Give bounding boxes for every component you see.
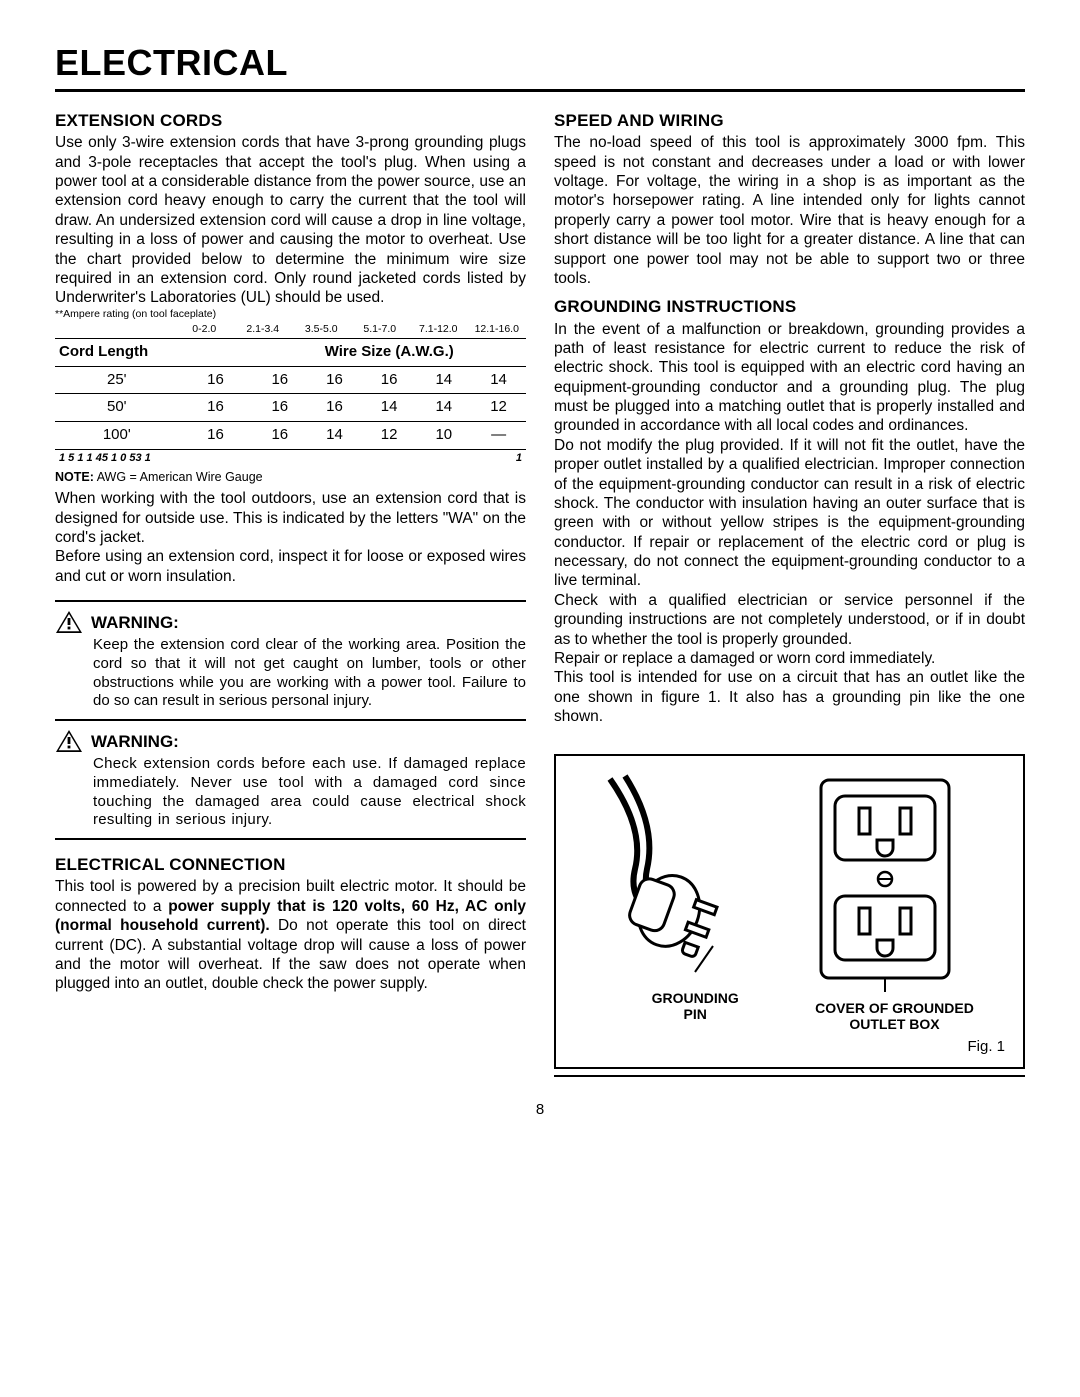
- wire-cell: 16: [179, 366, 253, 394]
- wire-cell: 16: [362, 366, 417, 394]
- amp-col: 12.1-16.0: [468, 323, 527, 336]
- wire-cell: 16: [179, 422, 253, 450]
- cord-length-cell: 25': [55, 366, 179, 394]
- grounding-p2: Do not modify the plug provided. If it w…: [554, 436, 1025, 591]
- cord-length-cell: 50': [55, 394, 179, 422]
- grounding-heading: GROUNDING INSTRUCTIONS: [554, 296, 1025, 317]
- wire-cell: —: [471, 422, 526, 450]
- wire-cell: 12: [471, 394, 526, 422]
- th-wire-size: Wire Size (A.W.G.): [252, 338, 526, 366]
- wire-size-table: Cord Length Wire Size (A.W.G.) 25'161616…: [55, 338, 526, 450]
- amp-col: 7.1-12.0: [409, 323, 468, 336]
- left-column: EXTENSION CORDS Use only 3-wire extensio…: [55, 110, 526, 1077]
- grounding-p3: Check with a qualified electrician or se…: [554, 591, 1025, 649]
- figure-caption: Fig. 1: [568, 1038, 1011, 1057]
- warning-icon: [55, 729, 83, 753]
- electrical-connection-heading: ELECTRICAL CONNECTION: [55, 854, 526, 875]
- warning-2: WARNING: Check extension cords before ea…: [55, 721, 526, 840]
- wire-cell: 14: [307, 422, 362, 450]
- amp-col: 2.1-3.4: [234, 323, 293, 336]
- wire-cell: 16: [252, 366, 307, 394]
- grounding-p5: This tool is intended for use on a circu…: [554, 668, 1025, 726]
- wire-cell: 10: [416, 422, 471, 450]
- wire-cell: 16: [252, 422, 307, 450]
- grounding-p4: Repair or replace a damaged or worn cord…: [554, 649, 1025, 668]
- extension-cords-para2: When working with the tool outdoors, use…: [55, 489, 526, 547]
- electrical-connection-para: This tool is powered by a precision buil…: [55, 877, 526, 993]
- wire-cell: 16: [307, 394, 362, 422]
- page-title: ELECTRICAL: [55, 40, 1025, 92]
- warning-body: Check extension cords before each use. I…: [55, 755, 526, 830]
- table-row: 25'161616161414: [55, 366, 526, 394]
- figure-rule: [554, 1075, 1025, 1077]
- table-footer-codes: 1 5 1 1 45 1 0 53 1 1: [55, 450, 526, 468]
- amp-col: 0-2.0: [175, 323, 234, 336]
- outlet-figure: COVER OF GROUNDEDOUTLET BOX: [815, 774, 974, 1032]
- amp-col: 5.1-7.0: [351, 323, 410, 336]
- two-column-layout: EXTENSION CORDS Use only 3-wire extensio…: [55, 110, 1025, 1077]
- wire-cell: 12: [362, 422, 417, 450]
- extension-cords-heading: EXTENSION CORDS: [55, 110, 526, 131]
- awg-note: NOTE: AWG = American Wire Gauge: [55, 470, 526, 486]
- table-row: 100'1616141210—: [55, 422, 526, 450]
- outlet-icon: [815, 774, 955, 994]
- th-cord-length: Cord Length: [55, 338, 252, 366]
- table-row: 50'161616141412: [55, 394, 526, 422]
- grounding-pin-label: GROUNDINGPIN: [605, 990, 785, 1022]
- figure-1-box: GROUNDINGPIN: [554, 754, 1025, 1068]
- warning-body: Keep the extension cord clear of the wor…: [55, 636, 526, 711]
- wire-cell: 14: [416, 366, 471, 394]
- warning-icon: [55, 610, 83, 634]
- cord-length-cell: 100': [55, 422, 179, 450]
- wire-cell: 14: [416, 394, 471, 422]
- page-number: 8: [55, 1101, 1025, 1120]
- ampere-columns: 0-2.0 2.1-3.4 3.5-5.0 5.1-7.0 7.1-12.0 1…: [55, 323, 526, 336]
- warning-1: WARNING: Keep the extension cord clear o…: [55, 600, 526, 721]
- ampere-note: **Ampere rating (on tool faceplate): [55, 308, 526, 321]
- wire-cell: 16: [179, 394, 253, 422]
- warning-title: WARNING:: [91, 612, 179, 633]
- wire-cell: 14: [471, 366, 526, 394]
- plug-figure: GROUNDINGPIN: [605, 774, 785, 1022]
- extension-cords-para3: Before using an extension cord, inspect …: [55, 547, 526, 586]
- amp-col: 3.5-5.0: [292, 323, 351, 336]
- speed-wiring-heading: SPEED AND WIRING: [554, 110, 1025, 131]
- wire-cell: 14: [362, 394, 417, 422]
- extension-cords-para1: Use only 3-wire extension cords that hav…: [55, 133, 526, 307]
- wire-cell: 16: [252, 394, 307, 422]
- grounding-p1: In the event of a malfunction or breakdo…: [554, 320, 1025, 436]
- right-column: SPEED AND WIRING The no-load speed of th…: [554, 110, 1025, 1077]
- outlet-box-label: COVER OF GROUNDEDOUTLET BOX: [815, 1000, 974, 1032]
- wire-cell: 16: [307, 366, 362, 394]
- warning-title: WARNING:: [91, 731, 179, 752]
- speed-wiring-para: The no-load speed of this tool is approx…: [554, 133, 1025, 288]
- plug-icon: [605, 774, 785, 984]
